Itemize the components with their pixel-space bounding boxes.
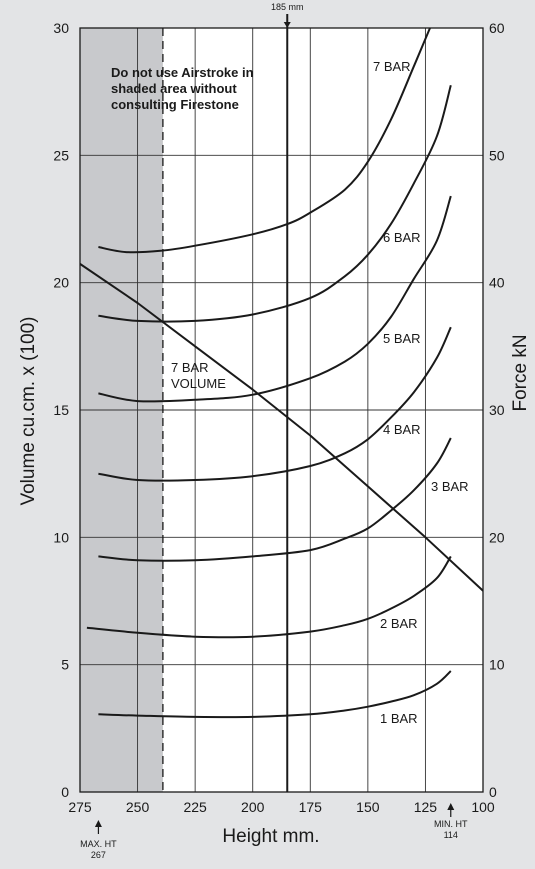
series-label-3-bar: 3 BAR <box>431 479 469 494</box>
y-tick-labels: 0 5 10 15 20 25 30 <box>53 20 69 800</box>
note-line-3: consulting Firestone <box>111 97 239 112</box>
y-tick-label: 5 <box>61 657 69 673</box>
marker-185-label: 185 mm <box>271 2 304 12</box>
x-axis-title: Height mm. <box>222 826 319 847</box>
min-height-label-2: 114 <box>444 830 458 840</box>
max-height-marker: MAX. HT 267 <box>80 820 117 860</box>
series-line-2-bar <box>86 555 452 639</box>
y2-axis-title: Force kN <box>510 334 531 411</box>
y2-tick-label: 20 <box>489 529 505 545</box>
y2-tick-label: 30 <box>489 402 505 418</box>
x-tick-labels: 275 250 225 200 175 150 125 100 <box>68 799 495 815</box>
min-height-arrow <box>447 803 455 817</box>
series-label-2-bar: 2 BAR <box>380 616 418 631</box>
min-height-marker: MIN. HT 114 <box>434 803 468 840</box>
series-label-7-bar-volume: 7 BAR <box>171 360 209 375</box>
x-tick-label: 100 <box>471 799 495 815</box>
series-line-6-bar <box>98 85 452 323</box>
series-label-5-bar: 5 BAR <box>383 331 421 346</box>
y-tick-label: 0 <box>61 784 69 800</box>
series-label-6-bar: 6 BAR <box>383 230 421 245</box>
note-line-2: shaded area without <box>111 81 237 96</box>
max-height-label-1: MAX. HT <box>80 839 117 849</box>
y-axis-title: Volume cu.cm. x (100) <box>18 316 39 505</box>
series-line-1-bar <box>98 670 452 719</box>
series-line-3-bar <box>98 437 452 562</box>
y-tick-label: 30 <box>53 20 69 36</box>
x-tick-label: 200 <box>241 799 265 815</box>
marker-185-arrow <box>283 22 291 28</box>
series-line-4-bar <box>98 326 452 482</box>
series-label-1-bar: 1 BAR <box>380 711 418 726</box>
y-tick-label: 25 <box>53 147 69 163</box>
series-label-7-bar-volume: VOLUME <box>171 376 226 391</box>
y2-tick-label: 0 <box>489 784 497 800</box>
x-tick-label: 150 <box>356 799 380 815</box>
min-height-label-1: MIN. HT <box>434 819 468 829</box>
shaded-area-note: Do not use Airstroke in shaded area with… <box>111 65 254 112</box>
max-height-arrow <box>94 820 102 834</box>
plot-frame <box>79 27 484 793</box>
y2-tick-label: 40 <box>489 275 505 291</box>
x-tick-label: 250 <box>126 799 150 815</box>
x-tick-label: 225 <box>183 799 207 815</box>
y-tick-label: 15 <box>53 402 69 418</box>
series-label-4-bar: 4 BAR <box>383 422 421 437</box>
y2-tick-labels: 0 10 20 30 40 50 60 <box>489 20 505 800</box>
series-line-5-bar <box>98 195 452 403</box>
y-tick-label: 10 <box>53 529 69 545</box>
y-tick-label: 20 <box>53 275 69 291</box>
series-line-7-bar <box>98 28 431 254</box>
note-line-1: Do not use Airstroke in <box>111 65 254 80</box>
x-tick-label: 175 <box>299 799 323 815</box>
x-tick-label: 125 <box>414 799 438 815</box>
max-height-label-2: 267 <box>91 850 106 860</box>
y2-tick-label: 50 <box>489 147 505 163</box>
series-line-7-bar-volume <box>80 262 483 592</box>
y2-tick-label: 60 <box>489 20 505 36</box>
y2-tick-label: 10 <box>489 657 505 673</box>
series-label-7-bar: 7 BAR <box>373 59 411 74</box>
x-tick-label: 275 <box>68 799 92 815</box>
